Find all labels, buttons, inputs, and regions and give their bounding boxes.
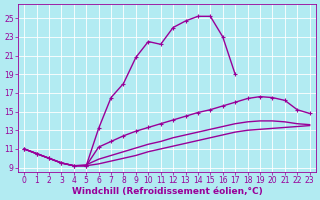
- X-axis label: Windchill (Refroidissement éolien,°C): Windchill (Refroidissement éolien,°C): [72, 187, 262, 196]
